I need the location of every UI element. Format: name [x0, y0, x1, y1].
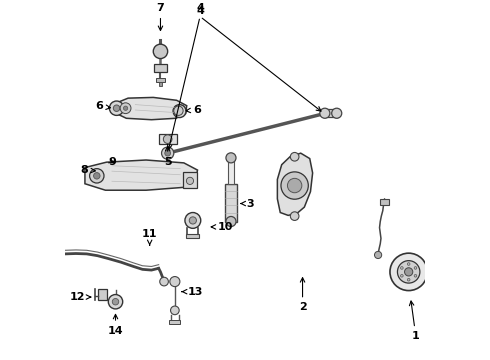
Circle shape — [173, 105, 186, 118]
Text: 13: 13 — [182, 287, 203, 297]
Circle shape — [226, 216, 236, 226]
Circle shape — [405, 268, 413, 276]
Text: 4: 4 — [196, 3, 204, 13]
Circle shape — [120, 103, 131, 114]
Circle shape — [407, 278, 410, 281]
Polygon shape — [117, 98, 187, 120]
Circle shape — [290, 152, 299, 161]
Bar — [183, 172, 197, 188]
Circle shape — [281, 172, 308, 199]
Circle shape — [414, 267, 417, 269]
Bar — [186, 234, 199, 238]
Circle shape — [162, 147, 174, 159]
Circle shape — [171, 306, 179, 315]
Circle shape — [288, 178, 302, 193]
Text: 9: 9 — [108, 157, 116, 167]
Bar — [156, 78, 165, 82]
Circle shape — [160, 277, 169, 286]
Circle shape — [153, 44, 168, 59]
Circle shape — [165, 150, 171, 156]
Circle shape — [374, 251, 382, 258]
Circle shape — [320, 108, 330, 118]
Circle shape — [390, 253, 427, 291]
Circle shape — [108, 294, 122, 309]
Text: 10: 10 — [211, 222, 233, 232]
Bar — [159, 82, 162, 86]
Circle shape — [123, 106, 128, 111]
Circle shape — [400, 267, 403, 269]
Circle shape — [290, 212, 299, 220]
Text: 6: 6 — [95, 102, 110, 111]
Text: 1: 1 — [410, 301, 420, 341]
Text: 14: 14 — [108, 314, 123, 336]
Circle shape — [163, 135, 172, 143]
Circle shape — [407, 263, 410, 265]
Circle shape — [170, 276, 180, 287]
Text: 8: 8 — [81, 165, 96, 175]
Text: 4: 4 — [196, 6, 204, 17]
Circle shape — [112, 298, 119, 305]
Circle shape — [397, 261, 420, 283]
Bar — [98, 289, 107, 300]
Polygon shape — [85, 160, 197, 190]
Bar — [228, 158, 234, 184]
Text: 7: 7 — [157, 3, 164, 31]
Circle shape — [174, 106, 183, 116]
Bar — [154, 64, 167, 72]
Circle shape — [332, 108, 342, 118]
Text: 3: 3 — [241, 198, 254, 208]
Circle shape — [189, 217, 196, 224]
Text: 12: 12 — [70, 292, 91, 302]
Bar — [225, 184, 237, 221]
Text: 5: 5 — [164, 147, 171, 167]
Circle shape — [414, 274, 417, 277]
Circle shape — [226, 153, 236, 163]
Circle shape — [109, 101, 124, 116]
Text: 2: 2 — [299, 278, 306, 312]
Bar — [159, 134, 177, 144]
Circle shape — [113, 105, 120, 112]
Text: 11: 11 — [142, 229, 157, 245]
Circle shape — [90, 168, 104, 183]
Circle shape — [185, 212, 201, 228]
Circle shape — [400, 274, 403, 277]
Bar — [324, 109, 338, 117]
Text: 6: 6 — [186, 105, 201, 115]
Bar — [380, 199, 389, 205]
Circle shape — [94, 172, 100, 179]
Bar — [170, 320, 180, 324]
Circle shape — [177, 108, 182, 114]
Circle shape — [186, 177, 194, 184]
Polygon shape — [277, 153, 313, 215]
